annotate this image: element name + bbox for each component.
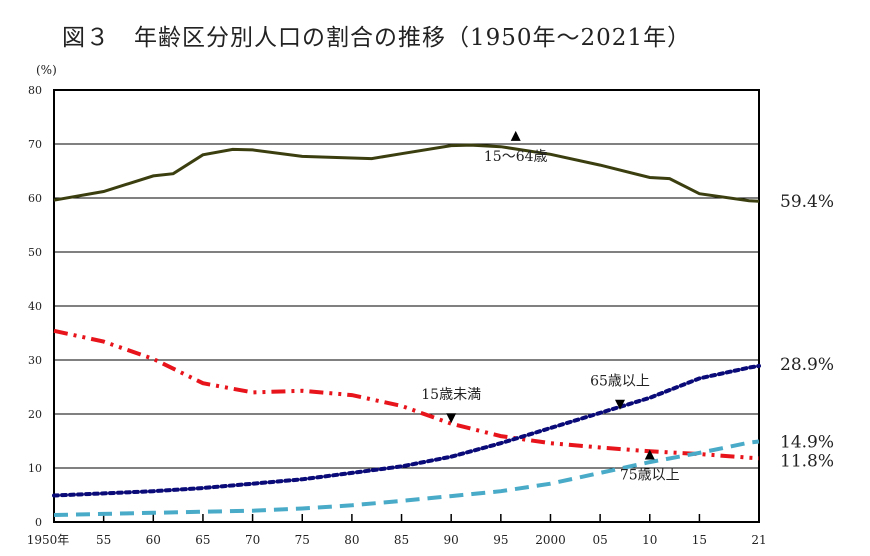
end-value-label: 59.4% — [780, 192, 834, 212]
arrow-down-icon — [446, 413, 457, 424]
arrow-up-icon — [644, 449, 655, 460]
y-tick-label: 30 — [28, 354, 42, 367]
series-line-0 — [53, 143, 760, 203]
y-tick-label: 10 — [28, 462, 42, 475]
x-tick-label: 1950年 — [27, 533, 70, 547]
y-tick-label: 70 — [28, 138, 42, 151]
y-tick-label: 60 — [28, 192, 42, 205]
y-tick-label: 50 — [28, 246, 42, 259]
x-tick-label: 10 — [642, 533, 657, 547]
x-tick-label: 70 — [245, 533, 260, 547]
arrow-down-icon — [614, 399, 625, 410]
y-axis-label: (%) — [36, 63, 57, 77]
x-tick-label: 60 — [146, 533, 161, 547]
y-tick-label: 20 — [28, 408, 42, 421]
series-line-3 — [53, 439, 760, 517]
chart-title: 図３ 年齢区分別人口の割合の推移（1950年～2021年） — [62, 25, 692, 51]
end-value-label: 14.9% — [780, 433, 834, 453]
x-tick-label: 65 — [195, 533, 210, 547]
y-tick-label: 40 — [28, 300, 42, 313]
end-value-label: 11.8% — [780, 451, 834, 471]
end-value-label: 28.9% — [780, 355, 834, 375]
x-tick-label: 80 — [344, 533, 359, 547]
series-label: 15～64歳 — [484, 149, 548, 165]
series-label: 15歳未満 — [421, 387, 481, 403]
x-tick-label: 90 — [444, 533, 459, 547]
plot-frame — [53, 89, 760, 523]
y-tick-label: 0 — [35, 516, 42, 529]
x-tick-label: 55 — [96, 533, 111, 547]
x-tick-label: 85 — [394, 533, 409, 547]
y-tick-label: 80 — [28, 84, 42, 97]
arrow-up-icon — [510, 130, 521, 141]
series-line-2 — [52, 363, 761, 498]
x-tick-label: 75 — [295, 533, 310, 547]
x-tick-label: 2000 — [535, 533, 566, 547]
series-label: 65歳以上 — [590, 374, 650, 390]
x-tick-label: 05 — [592, 533, 607, 547]
x-tick-label: 21 — [751, 533, 766, 547]
series-label: 75歳以上 — [620, 468, 680, 484]
series-line-1 — [53, 328, 760, 461]
x-tick-label: 15 — [692, 533, 707, 547]
x-tick-label: 95 — [493, 533, 508, 547]
